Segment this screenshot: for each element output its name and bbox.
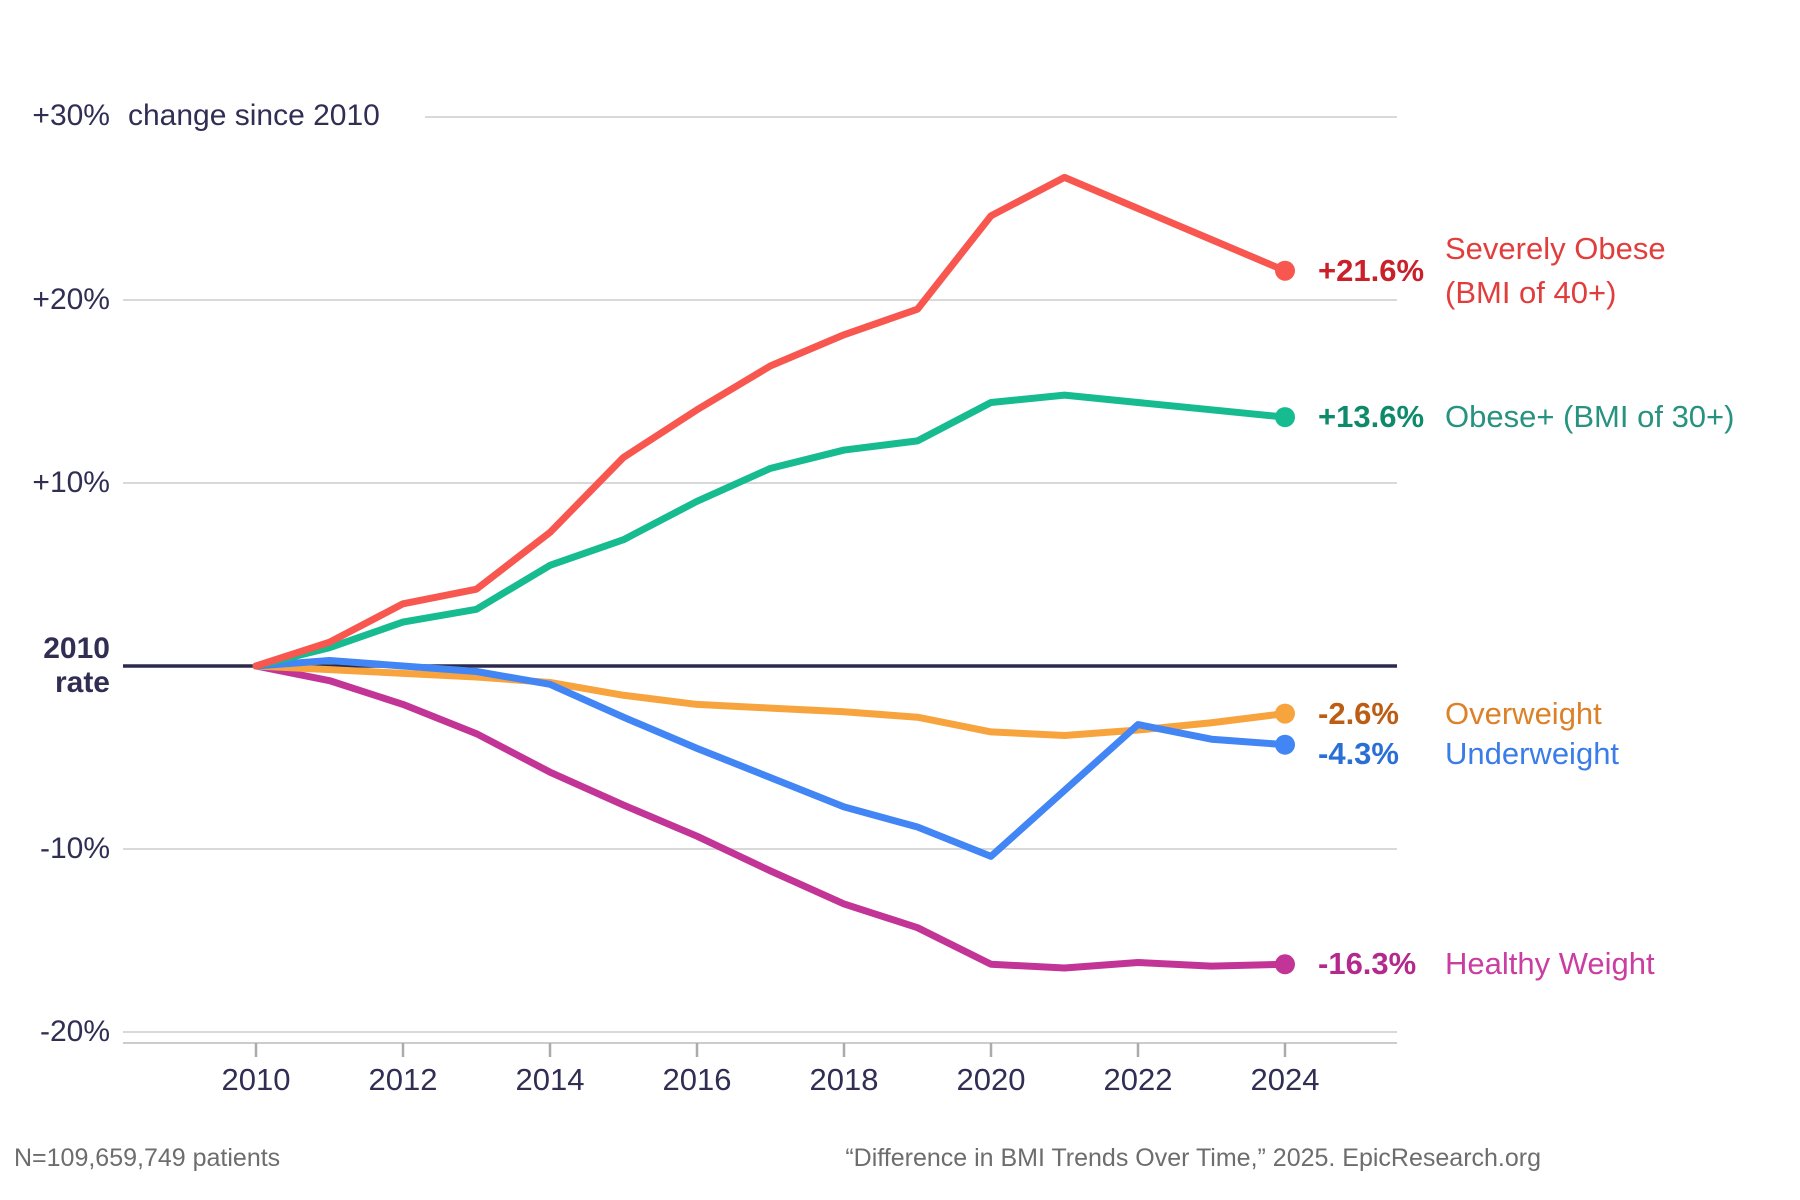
series-label-severely-obese: Severely Obese (BMI of 40+) [1445,227,1666,315]
series-line-healthy-weight [252,662,1289,972]
series-end-value-underweight: -4.3% [1318,735,1399,771]
footer-sample-size: N=109,659,749 patients [14,1144,281,1172]
y-axis-zero-label: 2010 rate [0,632,110,700]
x-axis-label-2024: 2024 [1250,1062,1320,1097]
series-end-value-obese-plus: +13.6% [1318,399,1425,435]
series-end-dot-overweight [1275,703,1295,724]
series-label-line: Healthy Weight [1445,946,1655,982]
chart-title: change since 2010 [128,99,380,132]
x-axis-label-2020: 2020 [956,1062,1026,1097]
footer-source: “Difference in BMI Trends Over Time,” 20… [845,1144,1541,1172]
x-axis-label-2012: 2012 [368,1062,438,1097]
y-axis-zero-label-line2: rate [54,666,110,699]
series-label-obese-plus: Obese+ (BMI of 30+) [1445,395,1734,439]
series-end-value-healthy-weight: -16.3% [1318,946,1417,982]
series-end-value-overweight: -2.6% [1318,695,1399,731]
y-axis-label-10: +10% [32,466,110,499]
series-label-overweight: Overweight [1445,692,1602,736]
series-end-dot-obese-plus [1275,407,1295,428]
series-end-dot-underweight [1275,734,1295,755]
series-end-value-severely-obese: +21.6% [1318,252,1425,288]
series-label-line: Obese+ (BMI of 30+) [1445,399,1735,435]
series-label-healthy-weight: Healthy Weight [1445,942,1655,986]
x-axis-label-2022: 2022 [1103,1062,1173,1097]
y-axis-top-tick-label: +30% [32,99,110,132]
series-line-severely-obese [252,173,1289,670]
series-label-underweight: Underweight [1445,732,1619,776]
y-axis-label-20: +20% [32,283,110,316]
series-end-dot-severely-obese [1275,260,1295,281]
series-line-overweight [252,662,1289,740]
series-label-line: (BMI of 40+) [1445,274,1617,310]
y-axis-label--10: -10% [39,832,110,865]
series-line-underweight [252,657,1289,860]
y-axis-zero-label-line1: 2010 [43,632,110,665]
x-axis-label-2016: 2016 [662,1062,732,1097]
series-line-obese-plus [252,391,1289,670]
x-axis-label-2018: 2018 [809,1062,879,1097]
series-label-line: Severely Obese [1445,230,1666,266]
series-label-line: Underweight [1445,735,1620,771]
x-axis-label-2014: 2014 [515,1062,585,1097]
x-axis-label-2010: 2010 [221,1062,291,1097]
series-end-dot-healthy-weight [1275,954,1295,975]
series-label-line: Overweight [1445,695,1602,731]
y-axis-label--20: -20% [39,1015,110,1048]
